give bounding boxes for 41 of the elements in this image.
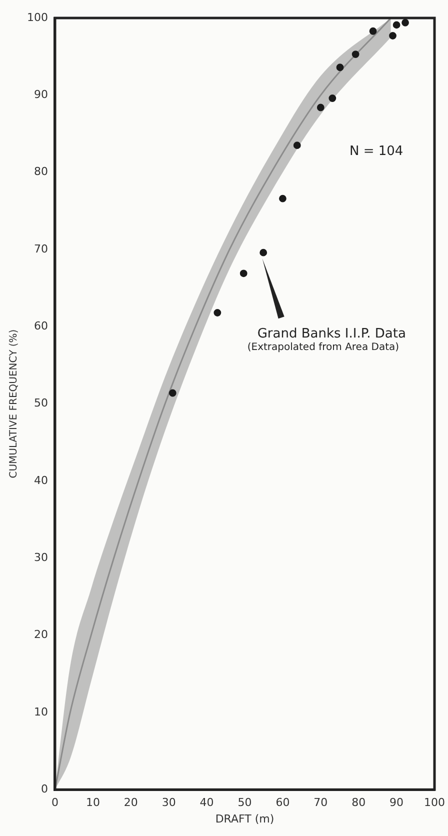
y-tick-label: 80: [34, 165, 48, 178]
x-tick-label: 80: [352, 796, 366, 810]
point: [389, 32, 396, 40]
point: [336, 64, 344, 72]
point: [402, 18, 409, 26]
y-tick-label: 60: [34, 320, 48, 332]
point: [260, 248, 268, 256]
x-tick-label: 20: [124, 796, 138, 810]
y-tick-label: 30: [34, 550, 48, 564]
point: [279, 194, 286, 202]
point: [328, 94, 336, 102]
y-tick-label: 0: [40, 782, 48, 796]
y-axis-title: CUMULATIVE FREQUENCY (%): [8, 329, 20, 478]
point: [240, 270, 248, 278]
annotation: (Extrapolated from Area Data): [247, 342, 400, 354]
y-tick-label: 40: [34, 474, 48, 487]
x-tick-label: 100: [424, 796, 445, 810]
x-tick-label: 90: [390, 796, 404, 810]
point: [369, 27, 377, 35]
point: [352, 50, 360, 58]
x-tick-label: 50: [238, 796, 252, 810]
x-tick-label: 70: [314, 796, 328, 810]
point: [293, 142, 301, 150]
x-axis-title: DRAFT (m): [215, 812, 274, 826]
x-tick-label: 40: [200, 796, 214, 810]
annotation: N = 104: [350, 144, 404, 159]
y-tick-label: 10: [34, 705, 48, 718]
x-tick-label: 30: [162, 796, 176, 810]
point: [214, 309, 222, 316]
y-tick-label: 50: [34, 396, 48, 410]
point: [392, 21, 400, 29]
point: [168, 389, 176, 397]
y-tick-label: 100: [26, 10, 48, 24]
x-tick-label: 0: [51, 796, 58, 810]
annotation: Grand Banks I.I.P. Data: [257, 326, 406, 342]
x-tick-label: 10: [86, 796, 100, 810]
y-tick-label: 20: [34, 628, 48, 642]
point: [316, 104, 324, 112]
x-tick-label: 60: [276, 796, 290, 810]
y-tick-label: 70: [34, 242, 48, 256]
y-tick-label: 90: [34, 88, 48, 102]
